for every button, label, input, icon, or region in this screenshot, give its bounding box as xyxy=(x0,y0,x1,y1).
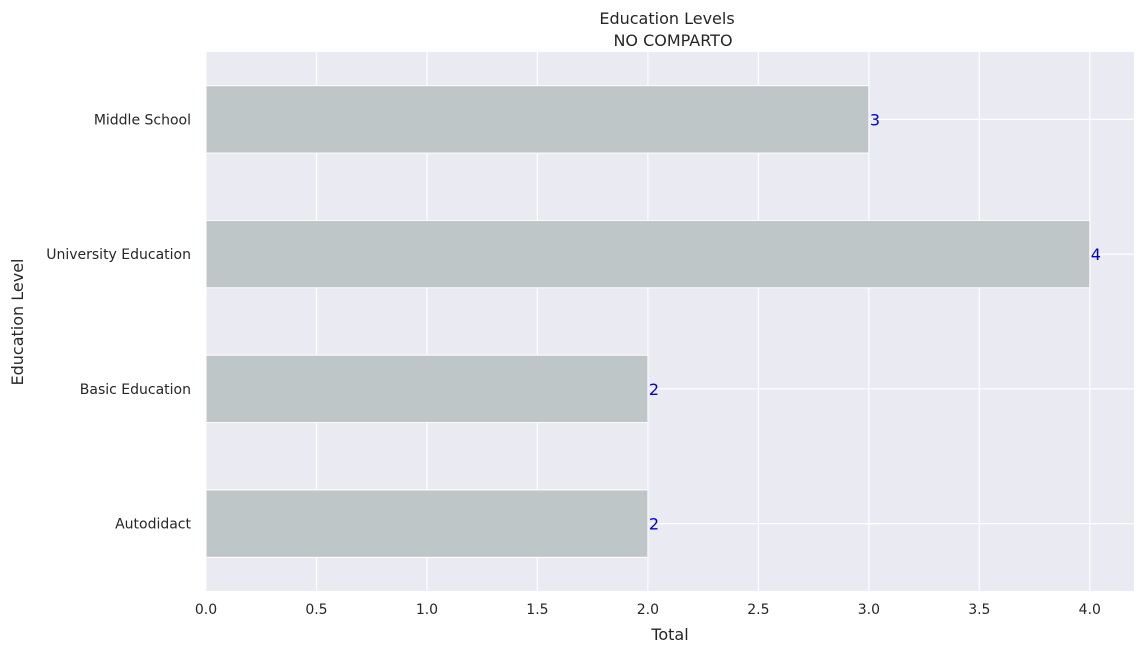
x-tick-label: 2.5 xyxy=(747,602,769,618)
bar xyxy=(205,489,649,558)
y-tick-labels: Middle School University Education Basic E… xyxy=(46,112,191,532)
y-tick-label: University Education xyxy=(46,247,191,263)
data-labels: 3 4 2 2 xyxy=(649,110,1101,533)
bar-value-label: 3 xyxy=(870,110,880,129)
y-tick-label: Autodidact xyxy=(115,517,191,533)
x-tick-label: 1.0 xyxy=(416,602,438,618)
x-tick-label: 4.0 xyxy=(1079,602,1101,618)
bar xyxy=(205,354,649,424)
x-tick-label: 2.0 xyxy=(637,602,659,618)
bars xyxy=(205,85,1091,558)
chart-title: Education Levels xyxy=(599,9,734,28)
x-axis-label: Total xyxy=(650,625,688,644)
bar xyxy=(205,85,870,154)
x-tick-labels: 0.0 0.5 1.0 1.5 2.0 2.5 3.0 3.5 4.0 xyxy=(195,602,1101,618)
x-tick-label: 0.0 xyxy=(195,602,217,618)
bar-value-label: 2 xyxy=(649,380,659,399)
bar-value-label: 2 xyxy=(649,515,659,534)
x-tick-label: 3.5 xyxy=(968,602,990,618)
x-tick-label: 3.0 xyxy=(858,602,880,618)
y-tick-label: Middle School xyxy=(94,112,191,128)
y-axis-label: Education Level xyxy=(8,259,27,386)
x-tick-label: 1.5 xyxy=(526,602,548,618)
x-tick-label: 0.5 xyxy=(305,602,327,618)
bar xyxy=(205,219,1091,289)
bar-value-label: 4 xyxy=(1091,245,1101,264)
y-tick-label: Basic Education xyxy=(80,382,191,398)
chart-subtitle: NO COMPARTO xyxy=(613,31,732,50)
